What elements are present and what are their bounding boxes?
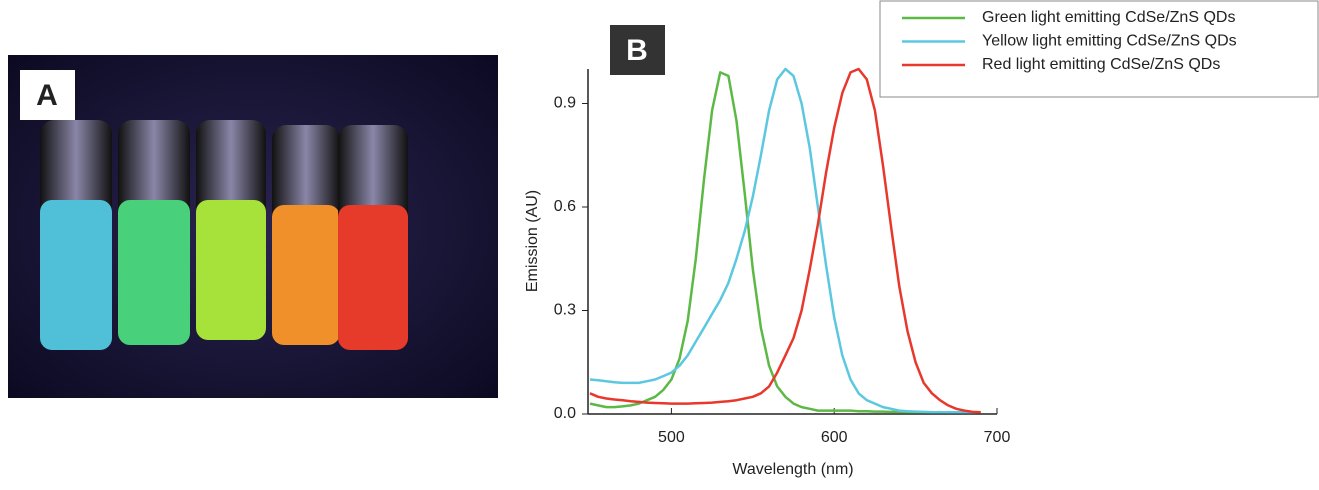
series-line <box>589 71 981 414</box>
panel-label: B <box>626 34 648 67</box>
vials <box>40 120 408 350</box>
panel-label-box <box>20 70 75 120</box>
x-tick-label: 500 <box>658 429 685 446</box>
series-line <box>589 67 981 414</box>
y-tick-label: 0.6 <box>554 198 576 215</box>
photo: A <box>8 55 498 398</box>
y-tick-label: 0.9 <box>554 95 576 112</box>
legend-label: Green light emitting CdSe/ZnS QDs <box>982 9 1235 26</box>
x-tick-label: 600 <box>821 429 848 446</box>
panel-label: A <box>36 79 58 112</box>
legend-label: Red light emitting CdSe/ZnS QDs <box>982 56 1220 73</box>
y-tick-label: 0.3 <box>554 302 576 319</box>
legend-label: Yellow light emitting CdSe/ZnS QDs <box>982 33 1237 50</box>
panel-label-box <box>610 25 665 75</box>
x-axis-label: Wavelength (nm) <box>732 461 853 478</box>
y-axis-label: Emission (AU) <box>524 190 541 292</box>
y-tick-label: 0.0 <box>554 405 576 422</box>
series-line <box>589 67 981 414</box>
x-tick-label: 700 <box>984 429 1011 446</box>
